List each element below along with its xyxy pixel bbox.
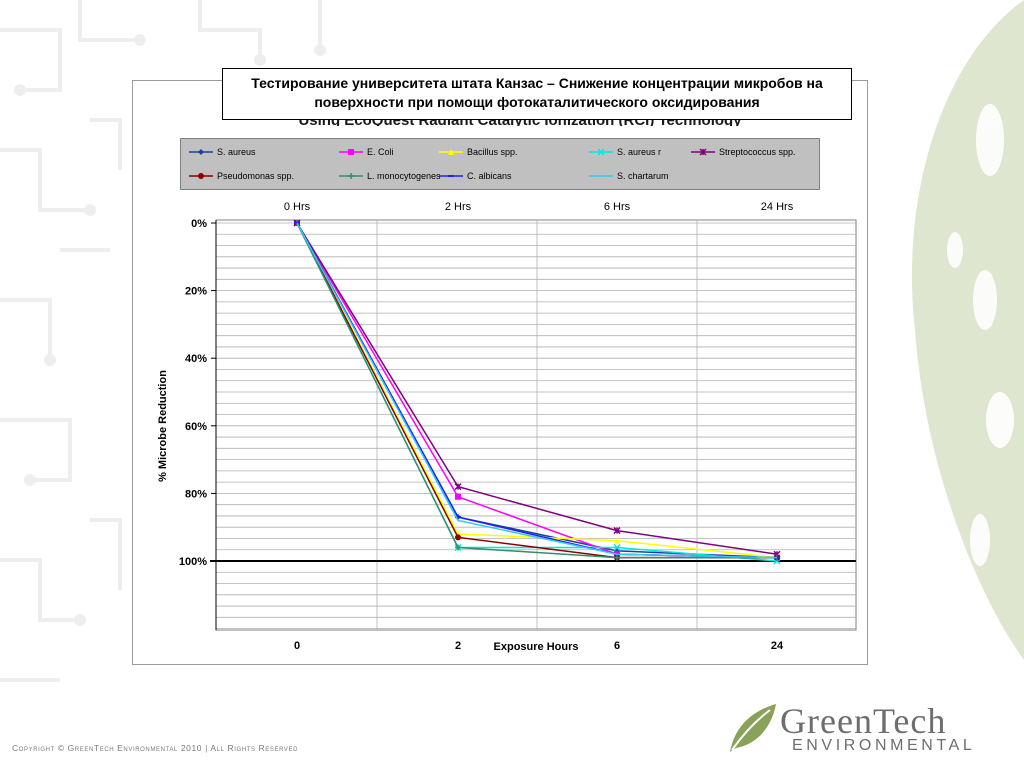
data-point (454, 483, 462, 491)
legend-item: S. aureus r (589, 146, 661, 158)
legend-label: L. monocytogenes (367, 171, 441, 181)
legend-swatch (339, 149, 363, 155)
y-axis-label: % Microbe Reduction (157, 370, 169, 482)
legend-swatch (339, 173, 363, 179)
copyright-footer: Copyright © GreenTech Environmental 2010… (12, 743, 299, 753)
legend-label: E. Coli (367, 147, 394, 157)
legend-item: S. chartarum (589, 170, 669, 182)
plot-area (215, 219, 857, 631)
legend-label: Pseudomonas spp. (217, 171, 295, 181)
slide-title: Тестирование университета штата Канзас –… (222, 68, 852, 120)
data-point (699, 148, 707, 156)
y-tick-label: 20% (185, 286, 207, 298)
legend-swatch (439, 175, 463, 177)
y-tick-label: 60% (185, 421, 207, 433)
data-point (198, 149, 204, 155)
x-tick-label: 0 (294, 640, 300, 652)
legend-item: C. albicans (439, 170, 512, 182)
axes: 0% 20% 40% 60% 80% 100% 0 Hrs 2 Hrs 6 Hrs 24 Hrs 0… (179, 201, 856, 652)
x-tick-label: 2 (455, 640, 461, 652)
legend-item: Bacillus spp. (439, 146, 518, 158)
logo-environmental: ENVIRONMENTAL (792, 737, 976, 754)
logo-greentech: GreenTech (780, 701, 947, 741)
legend-label: Bacillus spp. (467, 147, 518, 157)
data-point (448, 149, 454, 155)
data-point (348, 173, 354, 179)
x-axis-label: Exposure Hours (494, 641, 579, 653)
data-point (455, 493, 461, 500)
legend-item: L. monocytogenes (339, 170, 441, 182)
legend-swatch (189, 173, 213, 179)
legend-label: C. albicans (467, 171, 512, 181)
data-point (614, 554, 620, 561)
y-tick-label: 40% (185, 353, 207, 365)
legend-item: Streptococcus spp. (691, 146, 796, 158)
legend-item: E. Coli (339, 146, 394, 158)
series-line (296, 222, 778, 559)
y-tick-label: 80% (185, 488, 207, 500)
y-tick-label: 100% (179, 556, 207, 568)
top-axis-label: 2 Hrs (445, 201, 472, 213)
legend-item: Pseudomonas spp. (189, 170, 294, 182)
series-s-chartarum (296, 222, 778, 559)
chart-legend: S. aureus E. Coli Bacillus spp. S. aureus r… (180, 138, 820, 190)
top-axis-label: 24 Hrs (761, 201, 794, 213)
data-point (455, 534, 461, 541)
legend-label: S. aureus r (617, 147, 662, 157)
data-point (348, 149, 354, 155)
legend-label: S. chartarum (617, 171, 669, 181)
legend-swatch (589, 148, 613, 156)
legend-swatch (691, 148, 715, 156)
top-axis-label: 0 Hrs (284, 201, 311, 213)
data-point (613, 543, 621, 552)
legend-swatch (189, 149, 213, 155)
legend-swatch (589, 175, 613, 177)
series-line (296, 222, 778, 555)
data-point (597, 148, 605, 156)
x-tick-label: 6 (614, 640, 620, 652)
y-tick-label: 0% (191, 218, 207, 230)
series-line (296, 222, 777, 559)
legend-item: S. aureus (189, 146, 256, 158)
x-tick-label: 24 (771, 640, 784, 652)
data-point (614, 537, 620, 544)
leaf-icon (730, 704, 776, 752)
legend-swatch (439, 149, 463, 155)
data-point (455, 544, 461, 551)
data-point (613, 527, 621, 535)
legend-label: S. aureus (217, 147, 256, 157)
series-group (293, 219, 781, 565)
legend-label: Streptococcus spp. (719, 147, 796, 157)
top-axis-label: 6 Hrs (604, 201, 631, 213)
data-point (198, 173, 204, 179)
